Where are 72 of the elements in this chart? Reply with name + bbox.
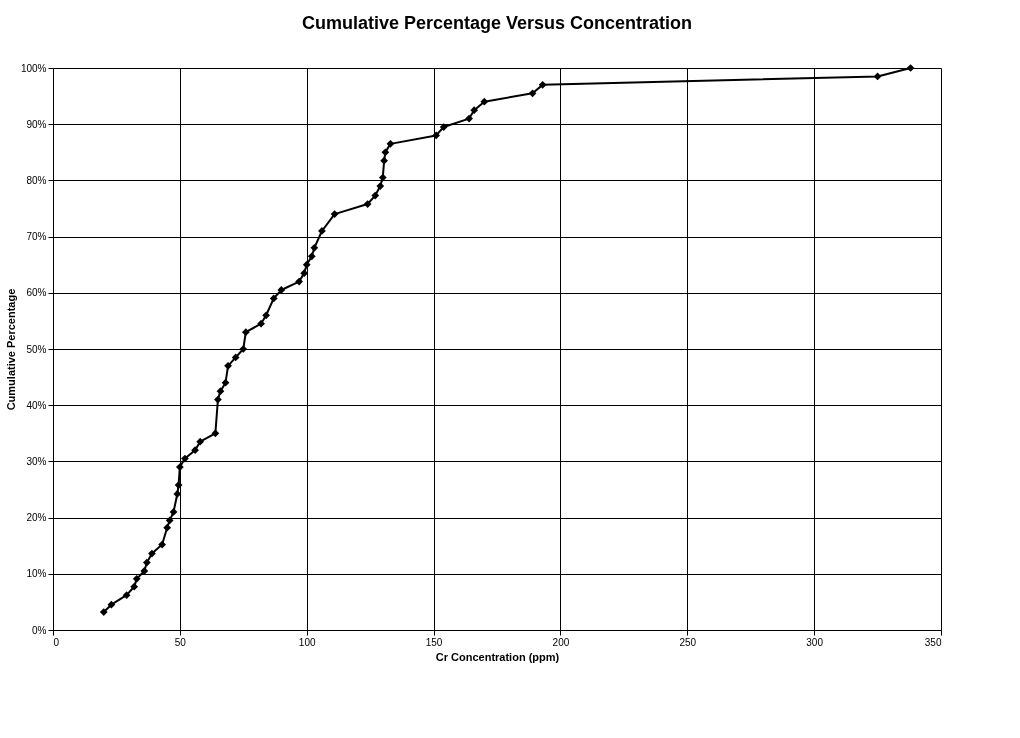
point bbox=[196, 437, 205, 446]
point bbox=[480, 97, 489, 106]
point bbox=[241, 328, 250, 337]
point bbox=[262, 311, 270, 320]
point bbox=[386, 140, 395, 148]
point bbox=[122, 591, 131, 600]
point bbox=[470, 106, 479, 115]
point bbox=[257, 319, 265, 328]
y-tick-label: 50% bbox=[26, 343, 47, 355]
point bbox=[181, 454, 189, 463]
point bbox=[132, 574, 141, 583]
x-tick-label: 150 bbox=[425, 636, 443, 648]
point bbox=[214, 395, 222, 404]
point bbox=[148, 549, 156, 558]
point bbox=[216, 387, 225, 396]
point bbox=[239, 345, 248, 353]
point bbox=[465, 114, 473, 123]
point bbox=[302, 260, 311, 269]
point bbox=[307, 252, 316, 261]
x-tick-label: 200 bbox=[552, 636, 570, 648]
point bbox=[191, 446, 199, 455]
point bbox=[143, 558, 151, 567]
point bbox=[295, 277, 303, 286]
point bbox=[224, 361, 232, 370]
point bbox=[169, 508, 178, 516]
point bbox=[211, 429, 220, 438]
point bbox=[130, 582, 139, 591]
point bbox=[269, 294, 278, 303]
point bbox=[277, 286, 286, 294]
point bbox=[439, 123, 448, 131]
point bbox=[99, 608, 108, 616]
point bbox=[158, 540, 166, 549]
point bbox=[376, 182, 385, 190]
point bbox=[363, 200, 372, 208]
point bbox=[378, 173, 387, 182]
x-tick-label: 50 bbox=[174, 636, 187, 648]
x-tick-label: 300 bbox=[806, 636, 824, 648]
x-axis-title: Cr Concentration (ppm) bbox=[435, 650, 560, 663]
point bbox=[310, 243, 319, 252]
x-tick-label: 250 bbox=[679, 636, 697, 648]
y-tick-label: 30% bbox=[26, 455, 47, 467]
point bbox=[906, 64, 915, 72]
point bbox=[174, 481, 183, 489]
point bbox=[231, 353, 240, 362]
y-axis-title: Cumulative Percentage bbox=[4, 288, 17, 411]
y-tick-label: 90% bbox=[26, 118, 47, 130]
y-tick-label: 10% bbox=[26, 568, 47, 580]
x-tick-label: 0 bbox=[53, 636, 60, 648]
x-tick-label: 100 bbox=[298, 636, 316, 648]
point bbox=[538, 80, 547, 89]
point bbox=[330, 210, 339, 218]
point bbox=[381, 148, 390, 157]
y-tick-label: 100% bbox=[20, 62, 47, 74]
point bbox=[175, 463, 184, 471]
point bbox=[380, 156, 388, 165]
point bbox=[140, 567, 149, 575]
point bbox=[107, 600, 116, 609]
x-tick-label: 350 bbox=[924, 636, 942, 648]
point bbox=[165, 516, 174, 525]
point bbox=[432, 131, 440, 140]
point bbox=[221, 378, 230, 387]
point bbox=[371, 191, 380, 200]
y-tick-label: 0% bbox=[32, 624, 47, 636]
point bbox=[528, 89, 537, 98]
y-tick-label: 20% bbox=[26, 512, 47, 524]
y-tick-label: 80% bbox=[26, 174, 47, 186]
chart-title: Cumulative Percentage Versus Concentration bbox=[301, 13, 693, 33]
point bbox=[873, 72, 882, 81]
y-tick-label: 40% bbox=[26, 399, 47, 411]
y-tick-label: 60% bbox=[26, 287, 47, 299]
point bbox=[163, 523, 172, 532]
y-tick-label: 70% bbox=[26, 231, 47, 243]
